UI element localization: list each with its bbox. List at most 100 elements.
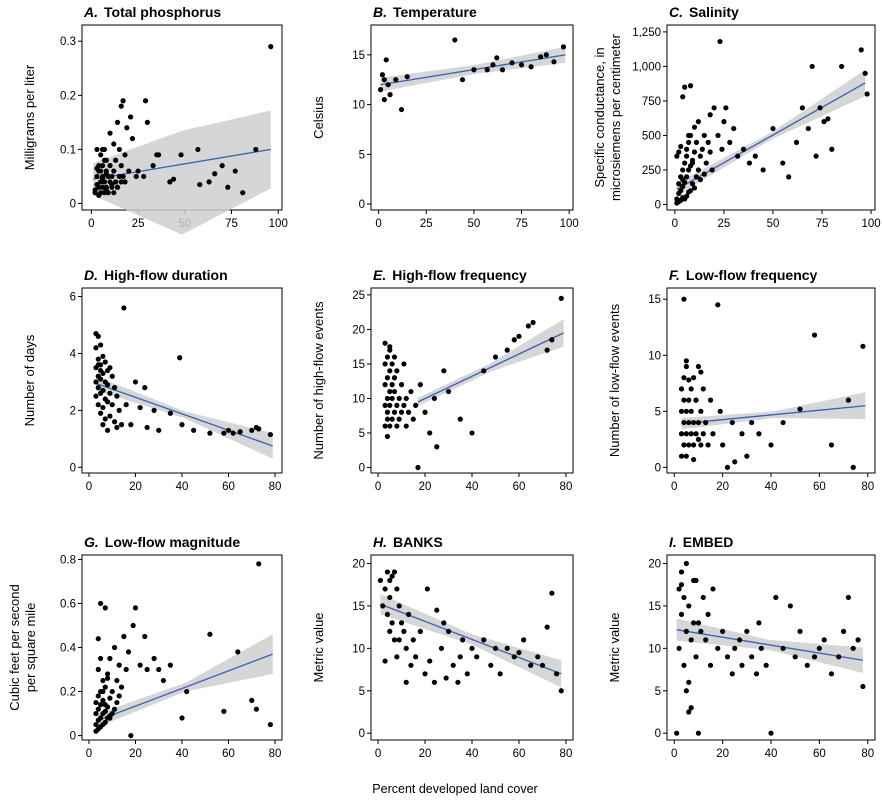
x-tick-label: 20	[129, 748, 142, 760]
data-point	[401, 402, 407, 408]
data-point	[710, 431, 716, 437]
data-point	[389, 361, 395, 367]
data-point	[396, 395, 402, 402]
data-point	[683, 688, 689, 694]
data-point	[191, 427, 197, 433]
data-point	[698, 442, 704, 448]
data-point	[839, 63, 845, 70]
y-tick-label: 0.6	[60, 598, 76, 610]
data-point	[701, 171, 707, 177]
data-point	[387, 423, 393, 429]
data-point	[116, 407, 122, 413]
data-point	[724, 464, 731, 470]
data-point	[225, 184, 231, 190]
data-point	[756, 620, 762, 626]
data-point	[398, 382, 405, 388]
data-point	[111, 168, 117, 174]
data-point	[99, 163, 106, 169]
data-point	[693, 174, 700, 180]
data-point	[681, 296, 687, 302]
data-point	[413, 654, 419, 660]
data-point	[691, 375, 697, 381]
data-point	[683, 408, 689, 414]
data-point	[268, 44, 274, 50]
y-tick-label: 20	[352, 558, 365, 570]
x-tick-label: 60	[813, 748, 826, 760]
data-point	[179, 715, 185, 721]
regression-line	[95, 382, 273, 447]
panel-letter: D.	[84, 267, 98, 283]
data-point	[864, 91, 870, 97]
data-point	[682, 160, 688, 166]
plot-frame	[370, 24, 574, 211]
data-point	[96, 192, 102, 198]
data-point	[860, 343, 866, 349]
data-point	[207, 631, 213, 637]
data-point	[235, 649, 241, 655]
data-point	[431, 395, 438, 402]
x-tick-label: 75	[225, 218, 238, 230]
data-point	[403, 423, 409, 429]
data-point	[681, 375, 687, 381]
data-point	[711, 105, 717, 111]
data-point	[825, 116, 831, 122]
data-point	[100, 387, 106, 394]
y-axis-label: Milligrams per liter	[22, 64, 37, 170]
data-point	[212, 171, 218, 177]
data-point	[98, 168, 104, 174]
data-point	[382, 361, 388, 367]
data-point	[684, 174, 690, 180]
data-point	[717, 408, 723, 414]
data-point	[685, 167, 692, 173]
data-point	[685, 132, 692, 139]
data-point	[408, 388, 414, 395]
data-point	[113, 179, 119, 185]
x-tick-label: 0	[88, 218, 94, 230]
data-point	[391, 569, 398, 575]
data-point	[167, 410, 173, 416]
confidence-band	[417, 319, 564, 407]
data-point	[787, 603, 793, 609]
data-point	[123, 666, 129, 673]
y-tick-label: 0.3	[60, 36, 76, 48]
data-point	[107, 365, 113, 371]
data-point	[686, 603, 692, 609]
data-point	[405, 409, 412, 415]
data-point	[693, 431, 699, 437]
data-point	[443, 675, 449, 681]
regression-line	[417, 332, 564, 403]
data-point	[676, 645, 682, 651]
panel-letter: C.	[669, 4, 683, 20]
data-point	[686, 419, 692, 426]
panel-title: F. Low-flow frequency	[669, 267, 818, 283]
data-point	[98, 600, 104, 607]
data-point	[389, 416, 395, 422]
data-point	[98, 410, 104, 416]
data-point	[387, 402, 393, 408]
data-point	[484, 67, 490, 73]
data-point	[99, 184, 106, 190]
data-point	[797, 406, 803, 412]
data-point	[422, 671, 428, 677]
data-point	[686, 679, 692, 685]
data-point	[735, 153, 741, 159]
data-point	[383, 57, 389, 63]
y-axis-label: Cubic feet per second	[7, 584, 22, 710]
data-point	[528, 64, 534, 70]
data-point	[707, 662, 714, 668]
data-point	[457, 416, 463, 422]
data-point	[391, 375, 398, 381]
data-point	[817, 105, 823, 111]
data-point	[700, 594, 706, 601]
panel-b: B. Temperature 0 5 10 15 0 25 50 75 100 Celsius	[311, 4, 579, 230]
data-point	[389, 620, 395, 626]
x-tick-label: 100	[269, 218, 288, 230]
y-tick-label: 20	[648, 558, 661, 570]
confidence-band	[95, 376, 273, 459]
data-point	[683, 363, 689, 370]
data-point	[92, 187, 98, 193]
x-tick-label: 100	[560, 218, 579, 230]
data-point	[720, 442, 726, 448]
data-point	[518, 62, 525, 68]
y-tick-label: 4	[70, 348, 77, 360]
